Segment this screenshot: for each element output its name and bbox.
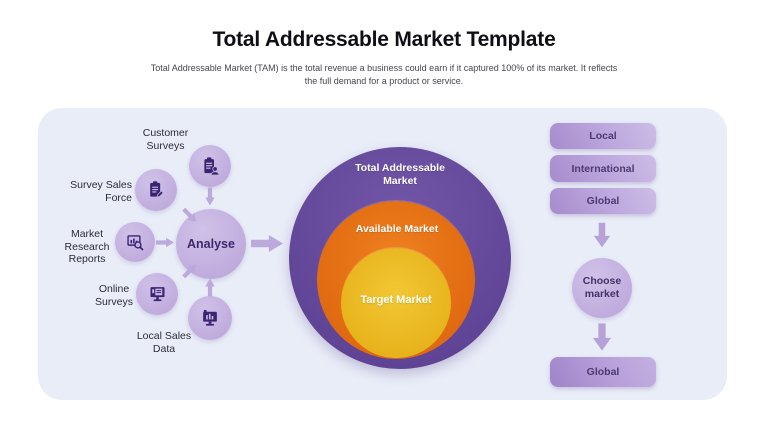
label-market-research-reports: Market Research Reports (64, 228, 110, 266)
label-target-market: Target Market (360, 294, 432, 306)
node-local-sales-data (188, 296, 232, 340)
node-online-surveys (136, 273, 178, 315)
arrow-research-to-analyse-icon (156, 237, 174, 248)
choose-market-label: Choose market (582, 274, 622, 300)
page-title: Total Addressable Market Template (212, 28, 556, 51)
button-chosen-market-global[interactable]: Global (550, 357, 656, 387)
arrow-customer-to-analyse-icon (205, 187, 215, 206)
button-market-global[interactable]: Global (550, 188, 656, 214)
page-subtitle: Total Addressable Market (TAM) is the to… (150, 63, 618, 87)
label-online-surveys: Online Surveys (95, 283, 133, 308)
arrow-salesforce-to-analyse-icon (182, 207, 197, 222)
analyse-label: Analyse (187, 237, 235, 251)
circle-target-market (341, 248, 451, 358)
monitor-form-icon (150, 286, 164, 301)
label-local-sales-data: Local Sales Data (136, 330, 192, 355)
arrow-online-to-analyse-icon (182, 264, 197, 279)
label-available-market: Available Market (355, 223, 439, 235)
chart-magnifier-icon (126, 234, 143, 250)
node-customer-surveys (189, 145, 231, 187)
arrow-options-to-choose-icon (593, 222, 611, 248)
node-analyse: Analyse (176, 209, 246, 279)
node-market-research-reports (115, 222, 155, 262)
label-total-addressable-market: Total Addressable Market (355, 162, 445, 188)
arrow-localdata-to-analyse-icon (205, 278, 215, 297)
arrow-analyse-to-funnel-icon (251, 235, 283, 252)
button-market-international[interactable]: International (550, 155, 656, 182)
label-survey-sales-force: Survey Sales Force (70, 179, 132, 204)
clipboard-person-icon (203, 156, 220, 176)
node-survey-sales-force (135, 169, 177, 211)
label-customer-surveys: Customer Surveys (142, 127, 189, 152)
button-market-local[interactable]: Local (550, 123, 656, 149)
clipboard-pencil-icon (150, 181, 164, 198)
monitor-chart-icon (202, 309, 217, 326)
arrow-choose-to-result-icon (592, 323, 612, 351)
node-choose-market: Choose market (572, 258, 632, 318)
